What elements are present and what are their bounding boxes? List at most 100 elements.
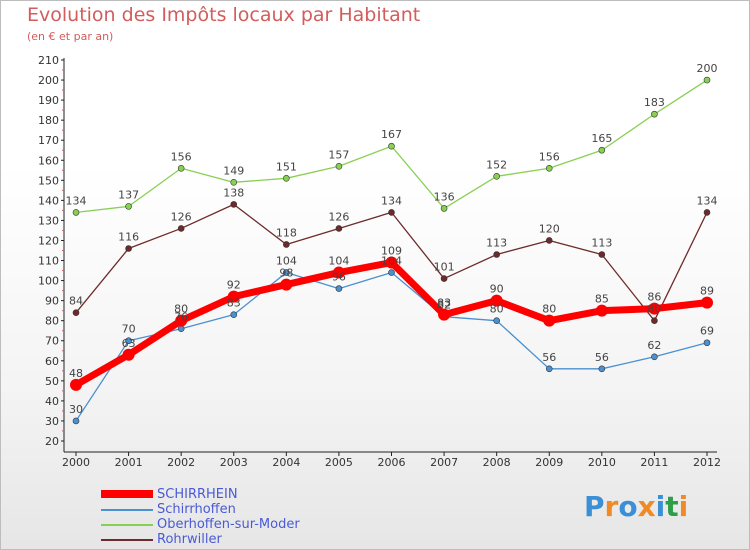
x-tick-label: 2002 xyxy=(167,456,195,469)
data-point xyxy=(230,201,238,208)
logo-letter: o xyxy=(618,490,638,523)
data-label: 134 xyxy=(66,194,87,207)
data-point xyxy=(125,337,132,345)
data-label: 84 xyxy=(69,295,83,308)
data-point xyxy=(651,317,658,324)
logo-letter: t xyxy=(665,490,679,523)
x-tick-label: 2012 xyxy=(693,456,721,469)
x-tick-label: 2007 xyxy=(430,456,458,469)
data-point xyxy=(388,209,395,216)
data-label: 136 xyxy=(434,190,455,203)
data-label: 152 xyxy=(486,158,507,171)
data-label: 63 xyxy=(122,337,136,350)
data-point xyxy=(283,175,290,182)
legend-label: Schirrhoffen xyxy=(157,502,236,517)
data-label: 69 xyxy=(700,325,714,338)
data-point xyxy=(332,266,345,279)
logo-letter: i xyxy=(655,490,666,523)
data-label: 165 xyxy=(591,132,612,145)
data-point xyxy=(703,209,711,216)
data-point xyxy=(440,205,448,212)
data-label: 80 xyxy=(174,303,188,316)
data-point xyxy=(175,314,188,327)
x-tick-label: 2011 xyxy=(640,456,668,469)
data-label: 151 xyxy=(276,160,297,173)
logo-letter: x xyxy=(637,490,656,523)
data-point xyxy=(595,304,608,317)
data-point xyxy=(493,173,500,180)
data-label: 137 xyxy=(118,188,139,201)
y-tick-label: 160 xyxy=(38,154,59,167)
data-point xyxy=(335,162,343,170)
y-tick-label: 200 xyxy=(38,74,59,87)
x-tick-label: 2001 xyxy=(115,456,143,469)
data-point xyxy=(72,209,80,216)
data-label: 120 xyxy=(539,222,560,235)
data-label: 138 xyxy=(223,186,244,199)
data-label: 92 xyxy=(227,279,241,292)
y-tick-label: 140 xyxy=(38,194,59,207)
data-label: 156 xyxy=(171,150,192,163)
data-label: 70 xyxy=(122,323,136,336)
data-point xyxy=(177,164,185,172)
data-point xyxy=(227,290,240,303)
y-tick-label: 120 xyxy=(38,234,59,247)
data-label: 80 xyxy=(647,303,661,316)
data-label: 86 xyxy=(647,291,661,304)
data-label: 82 xyxy=(437,299,451,312)
x-tick-label: 2006 xyxy=(378,456,406,469)
data-point xyxy=(335,225,343,232)
data-point xyxy=(283,269,290,276)
data-point xyxy=(230,311,238,318)
data-point xyxy=(543,314,556,327)
data-label: 118 xyxy=(276,226,297,239)
x-tick-label: 2010 xyxy=(588,456,616,469)
data-point xyxy=(651,110,658,118)
logo-letter: r xyxy=(604,490,619,523)
legend-label: SCHIRRHEIN xyxy=(157,487,238,502)
y-tick-label: 100 xyxy=(38,275,59,288)
data-point xyxy=(648,302,661,315)
y-tick-label: 150 xyxy=(38,174,59,187)
y-tick-label: 170 xyxy=(38,134,59,147)
data-point xyxy=(490,294,503,307)
x-tick-label: 2005 xyxy=(325,456,353,469)
data-point xyxy=(230,179,238,186)
data-point xyxy=(651,353,658,361)
legend-swatch xyxy=(101,539,153,541)
x-tick-label: 2003 xyxy=(220,456,248,469)
chart-title: Evolution des Impôts locaux par Habitant xyxy=(27,4,421,26)
data-point xyxy=(598,146,606,154)
x-tick-label: 2004 xyxy=(272,456,300,469)
data-label: 98 xyxy=(279,267,293,280)
y-tick-label: 20 xyxy=(45,435,59,448)
data-point xyxy=(703,76,711,84)
data-label: 157 xyxy=(328,148,349,161)
data-point xyxy=(598,365,606,373)
data-label: 30 xyxy=(69,403,83,416)
data-point xyxy=(122,348,135,361)
data-point xyxy=(598,251,606,258)
y-tick-label: 130 xyxy=(38,214,59,227)
data-label: 90 xyxy=(490,283,504,296)
series-line xyxy=(75,271,708,422)
data-label: 200 xyxy=(697,62,718,75)
data-label: 56 xyxy=(595,351,609,364)
y-tick-label: 30 xyxy=(45,415,59,428)
data-point xyxy=(438,308,451,321)
data-point xyxy=(72,309,80,316)
data-label: 183 xyxy=(644,96,665,109)
data-point xyxy=(70,378,82,391)
data-label: 85 xyxy=(595,293,609,306)
data-label: 101 xyxy=(434,261,455,274)
data-label: 96 xyxy=(332,271,346,284)
x-tick-label: 2008 xyxy=(483,456,511,469)
data-point xyxy=(283,241,290,248)
data-point xyxy=(72,417,80,425)
x-tick-label: 2009 xyxy=(535,456,563,469)
legend-label: Rohrwiller xyxy=(157,532,222,547)
y-tick-label: 50 xyxy=(45,375,59,388)
y-tick-label: 180 xyxy=(38,114,59,127)
y-tick-label: 210 xyxy=(38,54,59,67)
data-point xyxy=(125,203,132,210)
